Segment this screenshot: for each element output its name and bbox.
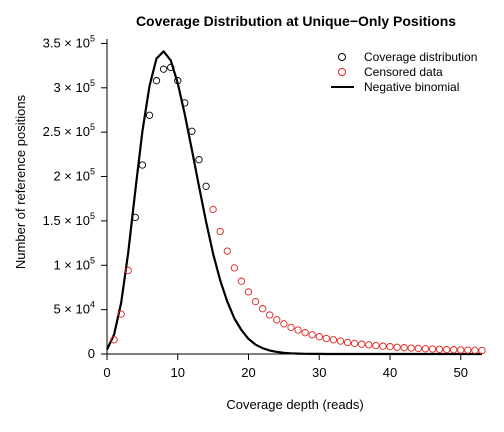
legend-label-coverage: Coverage distribution xyxy=(364,50,477,64)
censored-point xyxy=(223,247,231,255)
negative-binomial-line xyxy=(106,50,482,356)
censored-point xyxy=(336,337,345,345)
censored-point xyxy=(308,331,316,339)
chart-title: Coverage Distribution at Unique−Only Pos… xyxy=(136,13,456,29)
censored-point xyxy=(450,346,458,354)
y-tick-label: 3 × 105 xyxy=(53,78,95,95)
censored-point xyxy=(329,336,338,344)
censored-point xyxy=(322,334,330,343)
censored-point xyxy=(287,323,295,332)
x-tick-label: 10 xyxy=(171,365,185,380)
y-tick-label: 5 × 104 xyxy=(53,300,95,317)
y-tick-label: 3.5 × 105 xyxy=(43,33,95,50)
censored-point xyxy=(478,346,486,355)
y-axis-ticks: 0 5 × 104 1 × 105 1.5 × 105 2 × 105 2.5 × 105… xyxy=(43,33,107,361)
coverage-point xyxy=(202,182,210,190)
censored-point xyxy=(216,227,224,236)
censored-point xyxy=(124,266,132,275)
legend-marker-censored xyxy=(338,68,346,76)
censored-point xyxy=(259,305,267,313)
censored-point xyxy=(435,345,444,353)
censored-point xyxy=(372,341,380,350)
coverage-point xyxy=(159,65,168,73)
y-tick-label: 2 × 105 xyxy=(53,167,95,184)
censored-point xyxy=(237,277,246,285)
coverage-point xyxy=(152,77,161,85)
censored-point xyxy=(400,344,408,352)
censored-point xyxy=(301,329,309,337)
censored-point xyxy=(428,345,437,353)
censored-point xyxy=(464,346,472,354)
coverage-point xyxy=(181,99,189,107)
x-tick-label: 0 xyxy=(103,365,110,380)
coverage-point xyxy=(174,77,182,85)
x-tick-label: 50 xyxy=(454,365,468,380)
censored-point xyxy=(294,326,302,334)
y-tick-label: 1 × 105 xyxy=(53,255,95,272)
censored-point xyxy=(209,205,217,214)
censored-point xyxy=(414,344,422,353)
legend: Coverage distribution Censored data Nega… xyxy=(331,50,477,94)
plot-area xyxy=(106,50,486,356)
censored-point xyxy=(471,346,479,354)
coverage-point xyxy=(138,161,147,169)
x-tick-label: 40 xyxy=(383,365,397,380)
coverage-point xyxy=(195,156,203,164)
censored-point xyxy=(110,336,118,344)
x-axis-ticks: 0 10 20 30 40 50 xyxy=(103,354,468,380)
censored-point xyxy=(280,320,288,328)
x-axis-label: Coverage depth (reads) xyxy=(226,397,363,412)
legend-marker-coverage xyxy=(338,53,346,61)
censored-point xyxy=(365,341,373,349)
censored-point xyxy=(230,264,239,272)
legend-label-nb: Negative binomial xyxy=(364,80,459,94)
censored-point xyxy=(442,345,451,354)
censored-point xyxy=(407,344,415,352)
x-tick-label: 20 xyxy=(241,365,255,380)
censored-point xyxy=(350,339,359,348)
x-tick-label: 30 xyxy=(312,365,326,380)
censored-point xyxy=(266,311,274,319)
censored-point xyxy=(386,343,394,351)
coverage-point xyxy=(131,213,139,222)
censored-point xyxy=(273,316,281,324)
censored-point xyxy=(315,333,323,341)
censored-point xyxy=(117,310,125,318)
censored-point xyxy=(457,346,465,354)
censored-point xyxy=(421,345,430,353)
censored-point xyxy=(251,297,260,306)
y-tick-label: 1.5 × 105 xyxy=(43,211,95,228)
y-tick-label: 2.5 × 105 xyxy=(43,122,95,139)
coverage-point xyxy=(167,63,175,72)
coverage-point xyxy=(188,127,196,135)
y-tick-label: 0 xyxy=(88,346,95,361)
legend-label-censored: Censored data xyxy=(364,65,443,79)
censored-point xyxy=(358,340,366,348)
censored-point xyxy=(244,288,253,296)
censored-point xyxy=(379,342,387,350)
censored-point xyxy=(343,338,352,347)
coverage-point xyxy=(145,111,154,119)
censored-point xyxy=(393,343,401,351)
y-axis-label: Number of reference positions xyxy=(13,94,28,269)
